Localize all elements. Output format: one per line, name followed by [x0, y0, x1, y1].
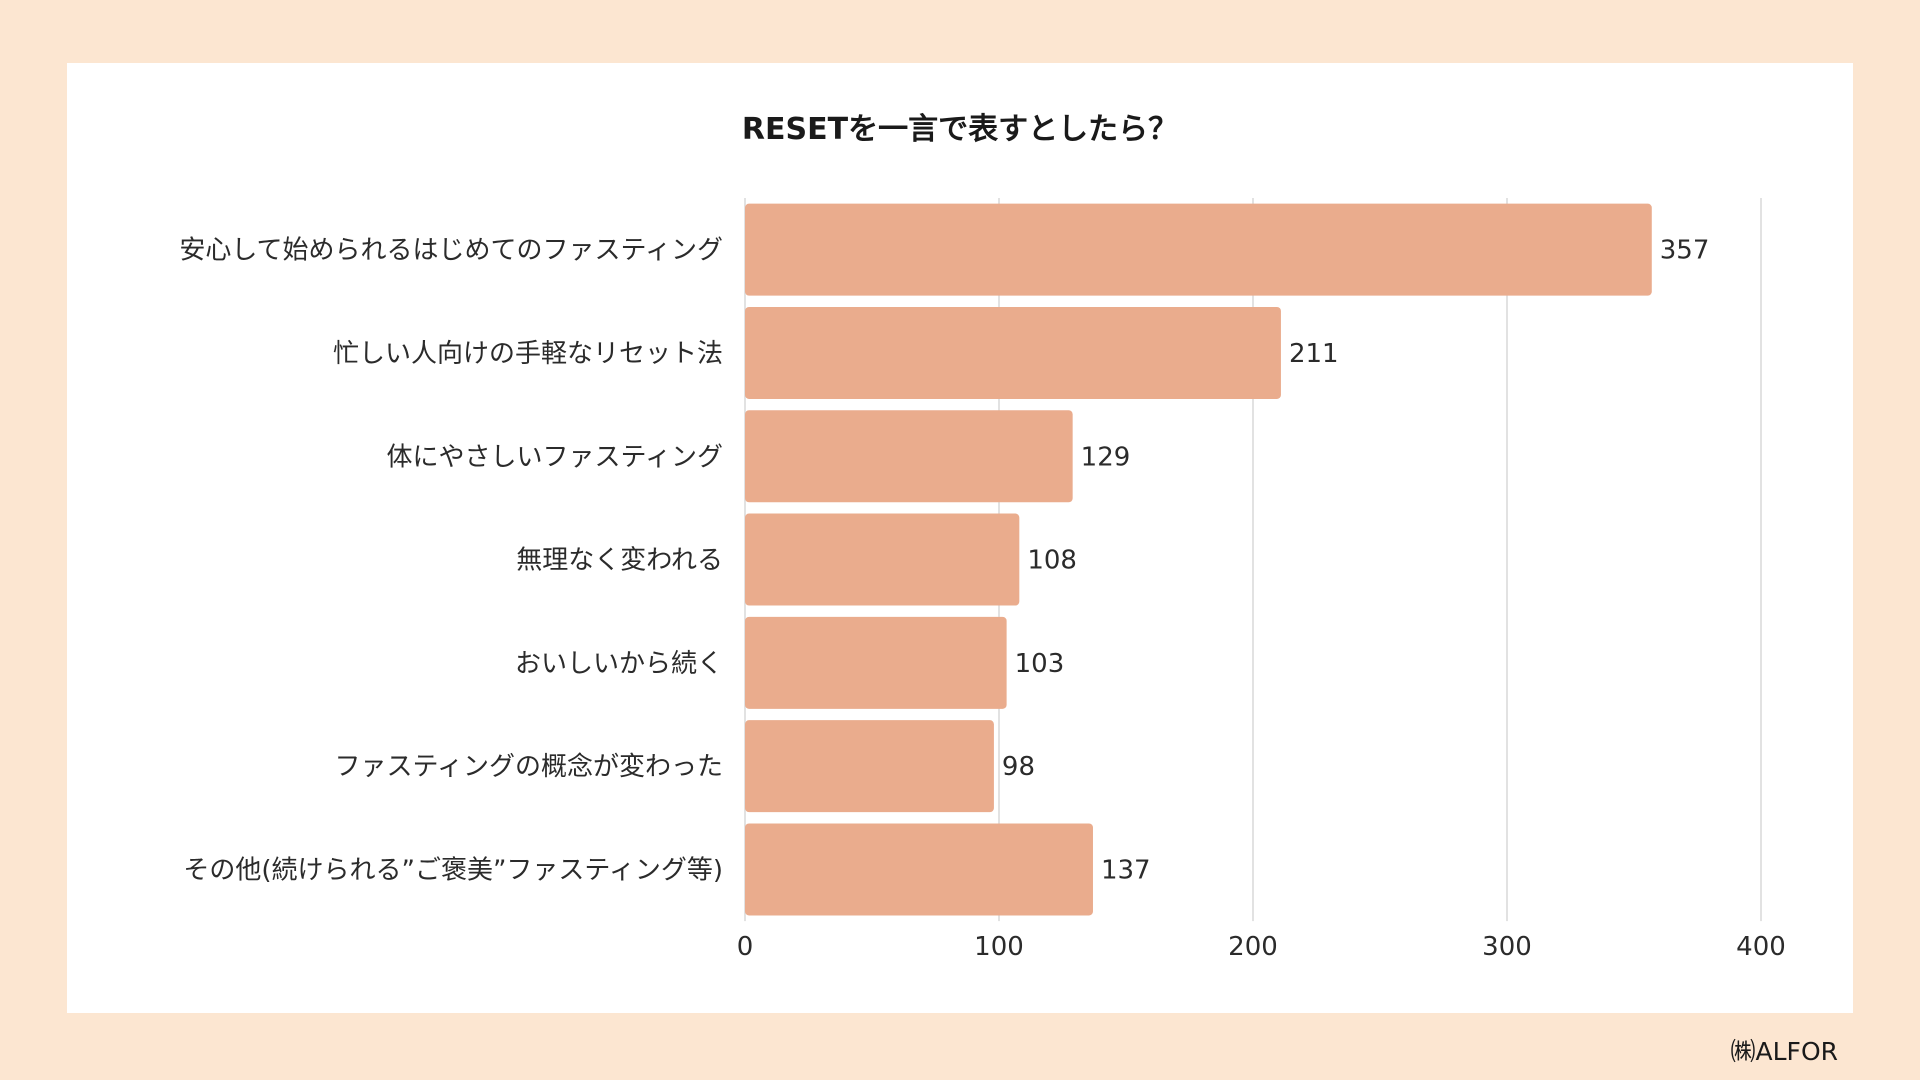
bars: [745, 203, 1652, 916]
bar: [745, 720, 994, 813]
data-label: 103: [1015, 649, 1065, 679]
category-label: 無理なく変われる: [516, 546, 723, 576]
category-label: 体にやさしいファスティング: [387, 442, 723, 472]
company-credit: ㈱ALFOR: [1730, 1037, 1838, 1066]
category-label: 安心して始められるはじめてのファスティング: [179, 236, 723, 266]
bar: [745, 823, 1093, 916]
bar: [745, 203, 1652, 296]
data-label: 98: [1002, 752, 1035, 782]
data-label: 357: [1660, 236, 1710, 266]
data-label: 108: [1027, 546, 1077, 576]
bar: [745, 616, 1007, 709]
x-tick-label: 100: [974, 932, 1024, 962]
data-label: 211: [1289, 339, 1339, 369]
bar: [745, 306, 1281, 399]
x-tick-label: 200: [1228, 932, 1278, 962]
bar: [745, 410, 1073, 503]
data-label: 137: [1101, 855, 1151, 885]
value-labels: 357 211 129 108 103 98 137: [1002, 236, 1710, 886]
x-tick-label: 400: [1736, 932, 1786, 962]
x-axis-ticks: 0 100 200 300 400: [737, 932, 1786, 962]
chart-title: RESETを一言で表すとしたら？: [741, 112, 1179, 147]
data-label: 129: [1081, 442, 1131, 472]
category-label: おいしいから続く: [515, 649, 723, 679]
category-labels: 安心して始められるはじめてのファスティング忙しい人向けの手軽なリセット法体にやさ…: [179, 236, 723, 886]
category-label: ファスティングの概念が変わった: [335, 752, 723, 782]
bar: [745, 513, 1020, 606]
category-label: その他(続けられる”ご褒美”ファスティング等): [183, 855, 723, 885]
category-label: 忙しい人向けの手軽なリセット法: [333, 339, 723, 369]
x-tick-label: 0: [737, 932, 754, 962]
x-tick-label: 300: [1482, 932, 1532, 962]
